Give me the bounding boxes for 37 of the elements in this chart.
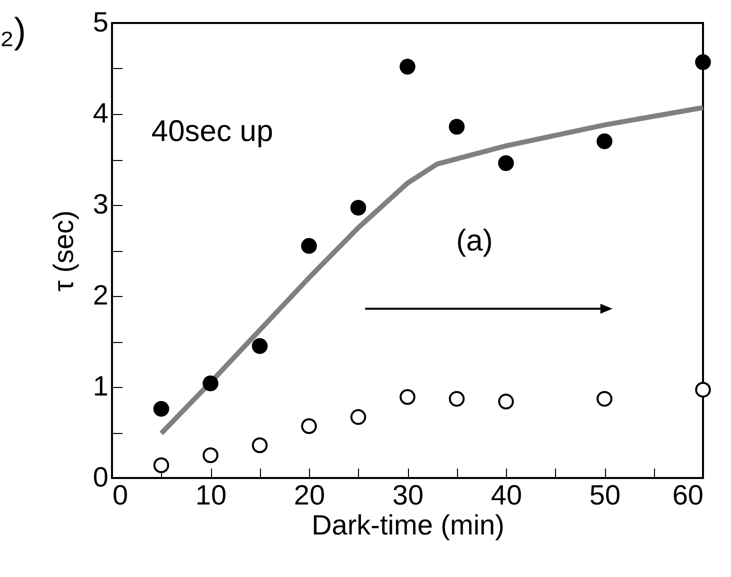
point: [153, 457, 170, 474]
point: [498, 394, 514, 410]
y-tick-label: 4: [92, 98, 108, 128]
point: [350, 200, 366, 216]
x-tick-label: 40: [490, 480, 522, 510]
point: [252, 437, 268, 454]
point: [498, 155, 514, 172]
x-tick-label: 30: [392, 480, 424, 510]
x-tick-label: 50: [589, 480, 621, 510]
text: ₂): [0, 10, 26, 52]
point: [596, 133, 612, 150]
x-axis-title: Dark-time (min): [312, 510, 504, 540]
y-tick-label: 3: [92, 188, 108, 220]
point: [350, 409, 366, 425]
point: [400, 389, 416, 405]
point: [448, 118, 465, 135]
annotation: (a): [456, 224, 493, 258]
point: [153, 400, 170, 417]
point: [301, 418, 317, 434]
point: [301, 238, 317, 254]
point: [448, 390, 465, 407]
x-tick-label: 60: [672, 480, 704, 510]
x-tick-label: 20: [294, 480, 326, 510]
point: [252, 338, 268, 354]
point: [596, 390, 612, 407]
y-tick-label: 5: [92, 6, 108, 38]
annotation: 40sec up: [151, 115, 274, 148]
x-tick-label: 0: [112, 480, 128, 510]
point: [400, 58, 416, 75]
point: [695, 382, 711, 398]
point: [202, 447, 218, 464]
y-tick-label: 2: [92, 280, 108, 310]
point: [695, 54, 711, 70]
y-axis-title: τ (sec): [48, 210, 79, 292]
point: [202, 375, 218, 392]
y-tick-label: 1: [92, 370, 108, 402]
x-tick-label: 10: [195, 480, 227, 510]
